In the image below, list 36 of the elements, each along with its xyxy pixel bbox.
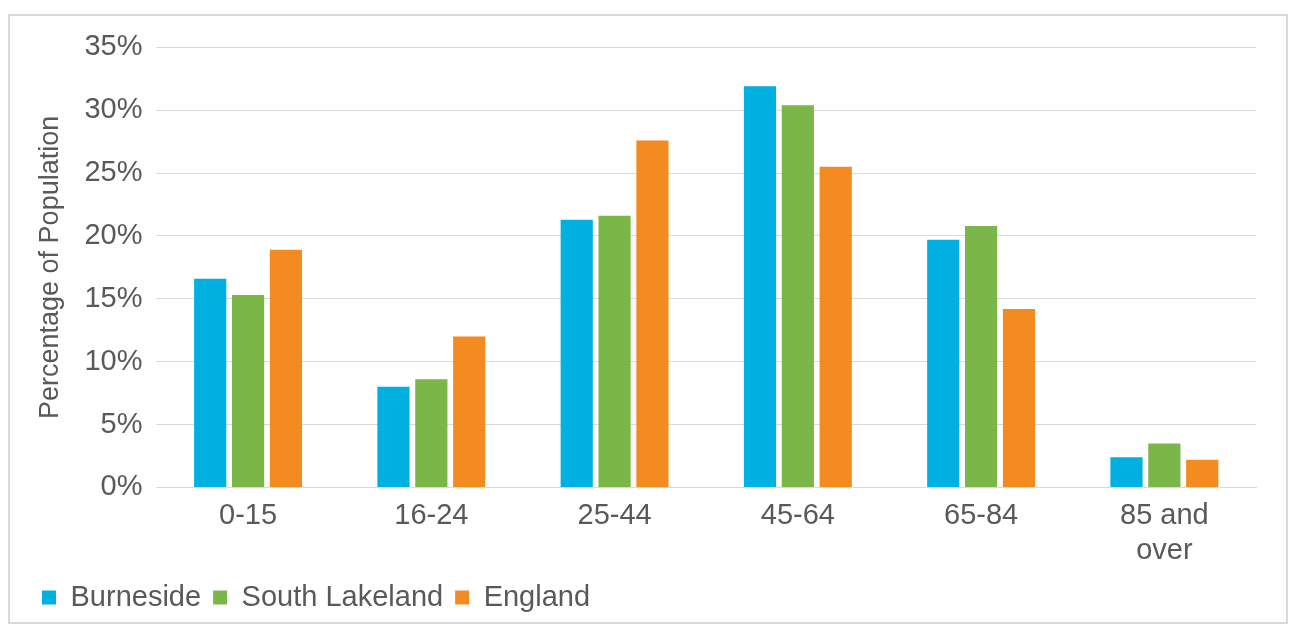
bar: [231, 295, 265, 487]
bar: [453, 336, 486, 487]
bar: [819, 166, 852, 487]
y-tick-label: 0%: [100, 469, 143, 502]
x-tick-label: 16-24: [394, 497, 469, 530]
bar: [743, 86, 777, 487]
y-tick-label: 5%: [100, 406, 143, 439]
y-tick-label: 20%: [84, 217, 143, 250]
bar: [598, 215, 631, 487]
y-axis-title: Percentage of Population: [33, 115, 64, 420]
legend-label: England: [483, 579, 591, 612]
bar: [194, 278, 227, 487]
y-tick-label: 25%: [84, 155, 143, 188]
bar: [781, 105, 814, 487]
legend-label: Burneside: [70, 579, 202, 612]
bar: [1148, 443, 1181, 487]
bar: [269, 249, 303, 487]
x-tick-label: 45-64: [760, 497, 835, 530]
bar: [927, 239, 960, 487]
bar: [636, 140, 669, 487]
bar: [560, 219, 593, 487]
bar: [965, 225, 998, 487]
legend-label: South Lakeland: [241, 579, 444, 612]
y-tick-label: 30%: [84, 92, 143, 125]
y-tick-label: 10%: [84, 343, 143, 376]
bar: [415, 379, 448, 487]
x-tick-label: 65-84: [944, 497, 1019, 530]
bar: [377, 386, 410, 487]
x-tick-label: 25-44: [577, 497, 652, 530]
x-tick-label: 0-15: [219, 497, 278, 530]
y-tick-label: 15%: [84, 280, 143, 313]
x-tick-label: 85 and over: [1120, 497, 1209, 565]
y-tick-label: 35%: [84, 29, 143, 62]
bar: [1110, 457, 1143, 487]
bar: [1002, 308, 1036, 487]
bar: [1186, 459, 1219, 487]
